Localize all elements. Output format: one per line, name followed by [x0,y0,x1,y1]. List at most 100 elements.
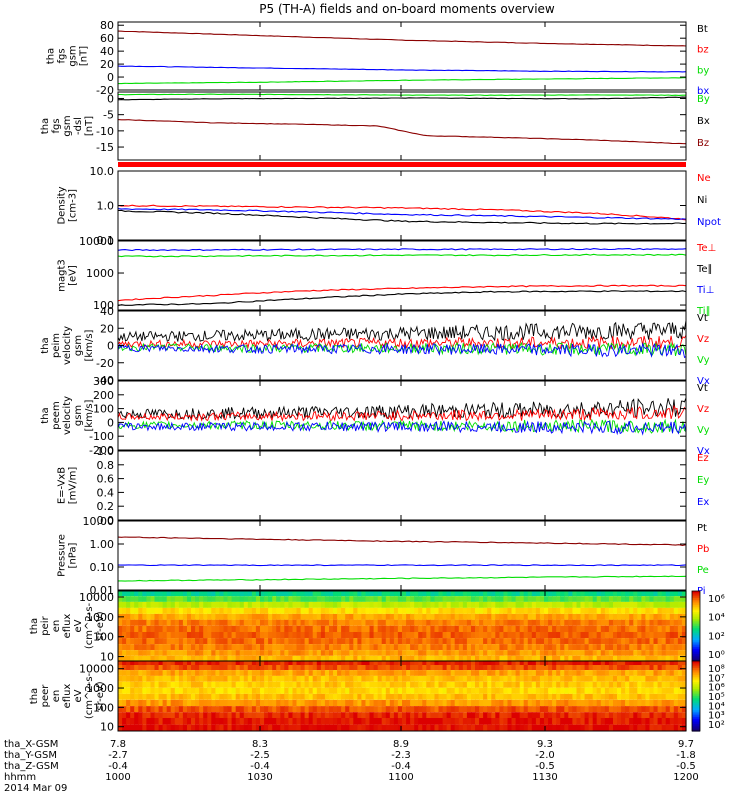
heat-cell [418,607,423,614]
heat-cell [592,613,598,620]
heat-cell [341,665,346,671]
heat-cell [223,687,229,694]
heat-cell [677,693,683,700]
heat-cell [182,625,188,632]
heat-cell [458,632,464,639]
heat-cell [191,591,196,597]
ytick-label: 1000 [86,267,114,280]
heat-cell [369,625,375,632]
heat-cell [324,632,330,639]
heat-cell [503,613,509,620]
heat-cell [118,644,123,651]
heat-cell [158,632,164,639]
heat-cell [677,681,683,688]
heat-cell [211,655,216,661]
heat-cell [288,699,294,707]
ylabel-line: peer [40,684,51,708]
heat-cell [195,650,200,656]
heat-cell [215,601,221,608]
heat-cell [308,699,314,707]
heat-cell [402,625,407,632]
heat-cell [134,724,139,731]
heat-cell [276,699,281,707]
heat-cell [333,655,338,661]
heat-cell [402,724,407,731]
heat-cell [365,644,371,651]
heat-cell [491,613,496,620]
heat-cell [122,591,127,597]
heat-cell [324,601,330,608]
heat-cell [633,613,638,620]
heat-cell [353,699,358,707]
colorbar-cell [692,696,700,699]
heat-cell [276,706,281,713]
heat-cell [596,712,602,718]
heat-cell [410,591,415,597]
heat-cell [195,596,200,602]
heat-cell [539,619,545,626]
heat-cell [182,613,188,620]
heat-cell [633,625,638,632]
heat-cell [519,724,525,731]
heat-cell [544,670,549,676]
heat-cell [349,650,354,656]
heat-cell [333,706,338,713]
heat-cell [138,655,143,661]
heat-cell [641,693,647,700]
heat-cell [235,712,241,718]
heat-cell [260,596,265,602]
heat-cell [442,638,448,645]
heat-cell [600,693,606,700]
heat-cell [556,638,561,645]
heat-cell [219,681,225,688]
heat-cell [174,724,180,731]
heat-cell [304,613,310,620]
heat-cell [329,661,334,665]
heat-cell [442,650,448,656]
heat-cell [308,650,314,656]
heat-cell [227,650,233,656]
heat-cell [353,706,358,713]
heat-cell [235,724,241,731]
heat-cell [187,706,192,713]
heat-cell [548,613,553,620]
heat-cell [195,632,200,639]
heat-cell [637,675,642,682]
heat-cell [304,670,310,676]
heat-cell [142,601,147,608]
heat-cell [584,699,590,707]
legend-Pi: Pi [697,586,706,597]
heat-cell [402,699,407,707]
heat-cell [365,619,371,626]
heat-cell [669,681,675,688]
heat-cell [304,638,310,645]
heat-cell [142,712,147,718]
heat-cell [288,681,294,688]
heat-cell [588,644,594,651]
heat-cell [255,706,261,713]
heat-cell [223,591,229,597]
heat-cell [393,638,399,645]
heat-cell [312,601,318,608]
heat-cell [247,706,253,713]
heat-cell [661,718,667,725]
heat-cell [531,596,537,602]
heat-cell [531,706,537,713]
colorbar-cell [692,724,700,727]
heat-cell [397,596,403,602]
heat-cell [235,699,241,707]
heat-cell [304,596,310,602]
heat-cell [199,724,204,731]
heat-cell [146,718,152,725]
heat-cell [146,625,152,632]
heat-cell [487,655,492,661]
heat-cell [515,675,521,682]
heat-cell [365,687,371,694]
heat-cell [621,699,626,707]
heat-cell [483,591,488,597]
heat-cell [385,670,391,676]
heat-cell [369,596,375,602]
heat-cell [430,718,436,725]
heat-cell [418,706,423,713]
